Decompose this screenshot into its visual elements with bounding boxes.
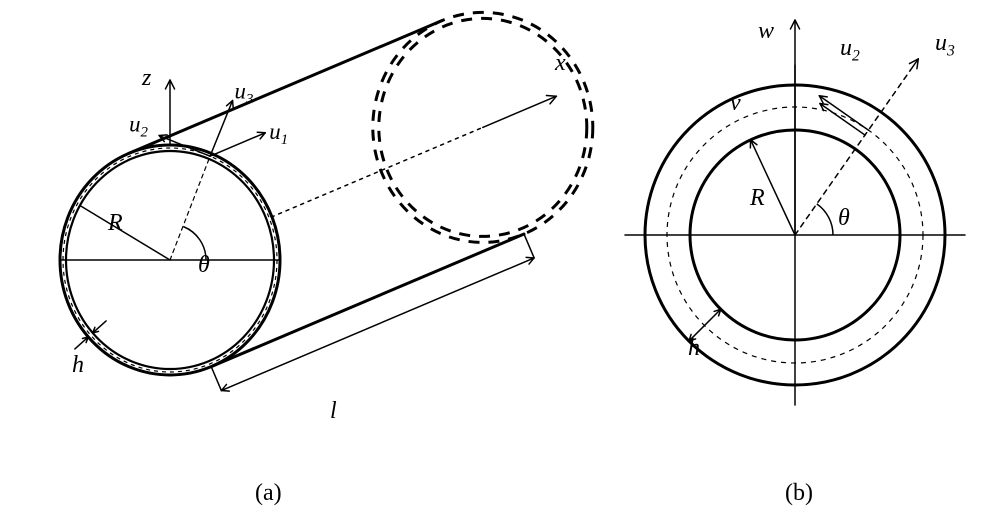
figure-b: w u3 u2 v θ Rh (b): [625, 18, 965, 506]
label-l: l: [330, 398, 337, 424]
label-u3-b: u3: [935, 30, 955, 59]
label-u1-a: u1: [269, 119, 288, 148]
caption-b: (b): [785, 480, 813, 506]
label-v: v: [730, 90, 741, 116]
diagram-canvas: xzRθu1u3u2hl(a)wu3u2vθRh(b): [0, 0, 1000, 526]
label-R-b: R: [749, 185, 765, 211]
label-z: z: [141, 65, 152, 91]
label-u2-b: u2: [840, 35, 860, 64]
label-u3-a: u3: [235, 79, 254, 108]
label-w: w: [758, 18, 774, 44]
label-u2-a: u2: [129, 112, 148, 141]
label-theta-a: θ: [198, 252, 210, 278]
label-h-b: h: [688, 335, 700, 361]
label-h-a: h: [72, 352, 84, 378]
figure-a: xzRθu1u3u2hl(a): [60, 12, 593, 506]
label-R-a: R: [107, 210, 123, 236]
caption-a: (a): [255, 480, 282, 506]
label-theta-b: θ: [838, 205, 850, 231]
